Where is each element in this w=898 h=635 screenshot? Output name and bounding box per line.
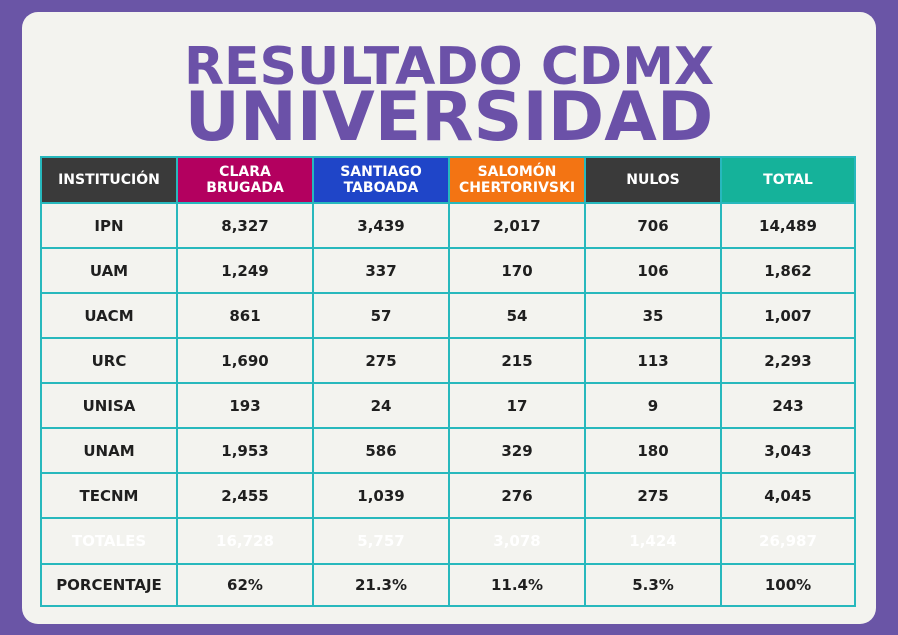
percent-salomon: 11.4% [448, 563, 586, 607]
header-label: INSTITUCIÓN [58, 172, 160, 188]
total-clara: 16,728 [176, 517, 314, 565]
cell-salomon: 215 [448, 337, 586, 384]
cell-clara: 1,690 [176, 337, 314, 384]
header-nulos: NULOS [584, 156, 722, 204]
cell-total: 4,045 [720, 472, 856, 519]
header-label: SALOMÓN [477, 164, 557, 180]
cell-institution: UNAM [40, 427, 178, 474]
cell-clara: 193 [176, 382, 314, 429]
cell-santiago: 586 [312, 427, 450, 474]
table-row: UNAM 1,953 586 329 180 3,043 [40, 427, 856, 474]
cell-institution: UAM [40, 247, 178, 294]
cell-total: 243 [720, 382, 856, 429]
percentage-label: PORCENTAJE [40, 563, 178, 607]
header-label: NULOS [626, 172, 680, 188]
total-salomon: 3,078 [448, 517, 586, 565]
total-grand: 26,987 [720, 517, 856, 565]
cell-salomon: 2,017 [448, 202, 586, 249]
cell-institution: URC [40, 337, 178, 384]
cell-salomon: 329 [448, 427, 586, 474]
totals-row: TOTALES 16,728 5,757 3,078 1,424 26,987 [40, 517, 856, 565]
results-card: RESULTADO CDMX UNIVERSIDAD INSTITUCIÓN C… [22, 12, 876, 624]
cell-institution: TECNM [40, 472, 178, 519]
header-label: CHERTORIVSKI [458, 180, 576, 196]
header-row: INSTITUCIÓN CLARA BRUGADA SANTIAGO TABOA… [40, 156, 856, 204]
header-label: SANTIAGO [340, 164, 422, 180]
totals-label: TOTALES [40, 517, 178, 565]
header-label: BRUGADA [206, 180, 284, 196]
header-label: TABOADA [343, 180, 419, 196]
percentage-row: PORCENTAJE 62% 21.3% 11.4% 5.3% 100% [40, 563, 856, 607]
percent-total: 100% [720, 563, 856, 607]
cell-salomon: 17 [448, 382, 586, 429]
cell-institution: UNISA [40, 382, 178, 429]
header-total: TOTAL [720, 156, 856, 204]
cell-salomon: 170 [448, 247, 586, 294]
cell-clara: 1,249 [176, 247, 314, 294]
cell-institution: IPN [40, 202, 178, 249]
table-row: UNISA 193 24 17 9 243 [40, 382, 856, 429]
cell-total: 14,489 [720, 202, 856, 249]
cell-nulos: 106 [584, 247, 722, 294]
cell-salomon: 276 [448, 472, 586, 519]
header-santiago-taboada: SANTIAGO TABOADA [312, 156, 450, 204]
percent-clara: 62% [176, 563, 314, 607]
percent-santiago: 21.3% [312, 563, 450, 607]
cell-santiago: 57 [312, 292, 450, 339]
cell-nulos: 35 [584, 292, 722, 339]
total-santiago: 5,757 [312, 517, 450, 565]
table-row: TECNM 2,455 1,039 276 275 4,045 [40, 472, 856, 519]
title-line-2: UNIVERSIDAD [184, 78, 714, 157]
cell-clara: 1,953 [176, 427, 314, 474]
cell-clara: 2,455 [176, 472, 314, 519]
total-nulos: 1,424 [584, 517, 722, 565]
cell-total: 3,043 [720, 427, 856, 474]
cell-total: 1,862 [720, 247, 856, 294]
header-salomon-chertorivski: SALOMÓN CHERTORIVSKI [448, 156, 586, 204]
cell-nulos: 9 [584, 382, 722, 429]
header-label: CLARA [219, 164, 271, 180]
cell-institution: UACM [40, 292, 178, 339]
table-row: URC 1,690 275 215 113 2,293 [40, 337, 856, 384]
cell-santiago: 1,039 [312, 472, 450, 519]
table-row: UAM 1,249 337 170 106 1,862 [40, 247, 856, 294]
cell-nulos: 706 [584, 202, 722, 249]
cell-clara: 8,327 [176, 202, 314, 249]
cell-salomon: 54 [448, 292, 586, 339]
cell-total: 1,007 [720, 292, 856, 339]
header-institucion: INSTITUCIÓN [40, 156, 178, 204]
header-label: TOTAL [763, 172, 813, 188]
cell-nulos: 275 [584, 472, 722, 519]
percent-nulos: 5.3% [584, 563, 722, 607]
title-line-1: RESULTADO CDMX [183, 37, 715, 97]
cell-santiago: 24 [312, 382, 450, 429]
cell-santiago: 337 [312, 247, 450, 294]
cell-total: 2,293 [720, 337, 856, 384]
table-row: UACM 861 57 54 35 1,007 [40, 292, 856, 339]
cell-santiago: 275 [312, 337, 450, 384]
cell-santiago: 3,439 [312, 202, 450, 249]
cell-clara: 861 [176, 292, 314, 339]
cell-nulos: 180 [584, 427, 722, 474]
results-table: INSTITUCIÓN CLARA BRUGADA SANTIAGO TABOA… [40, 156, 856, 607]
table-row: IPN 8,327 3,439 2,017 706 14,489 [40, 202, 856, 249]
cell-nulos: 113 [584, 337, 722, 384]
header-clara-brugada: CLARA BRUGADA [176, 156, 314, 204]
